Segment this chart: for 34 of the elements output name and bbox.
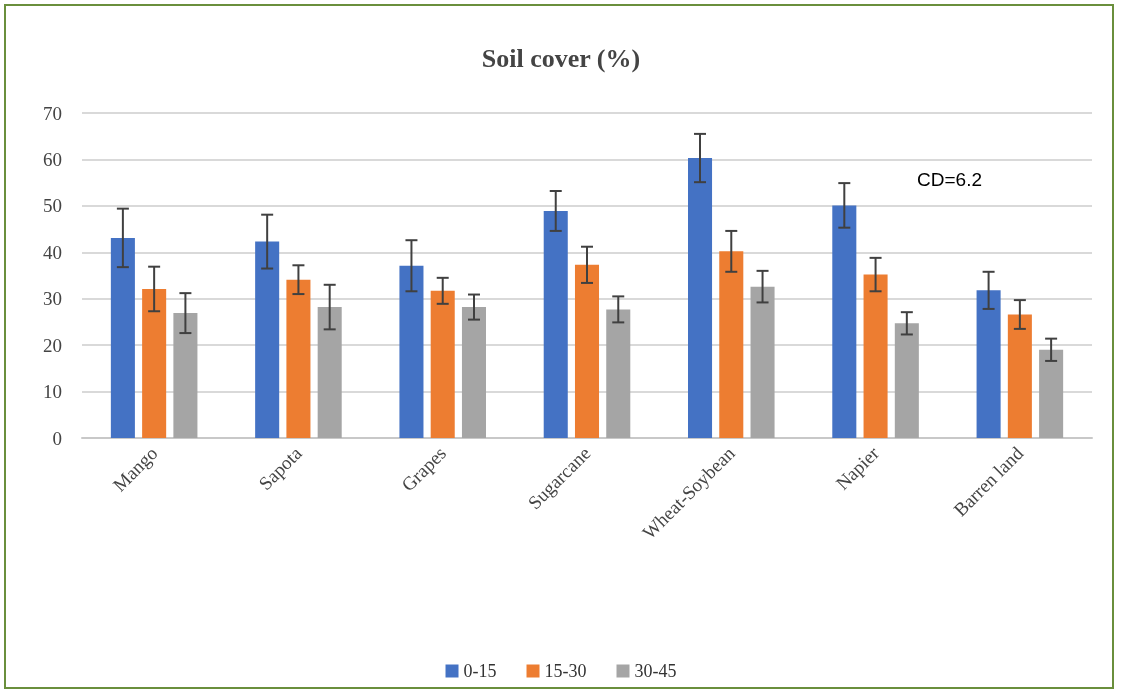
bar <box>574 264 600 438</box>
y-tick-label: 70 <box>43 102 62 124</box>
bar <box>1039 349 1064 438</box>
bar <box>688 158 713 438</box>
bar <box>1007 314 1032 438</box>
bar <box>142 288 167 438</box>
chart-title: Soil cover (%) <box>481 43 641 73</box>
bar <box>430 290 455 438</box>
bar <box>543 210 568 438</box>
bar <box>832 205 857 438</box>
bar <box>317 307 342 438</box>
bar <box>286 279 311 438</box>
bar <box>461 307 486 438</box>
bar <box>173 313 198 438</box>
legend-label: 0-15 <box>463 661 497 681</box>
y-tick-label: 60 <box>43 148 62 170</box>
bar <box>863 274 888 438</box>
bar <box>719 251 744 438</box>
y-tick-label: 30 <box>43 288 62 310</box>
bar <box>399 265 424 438</box>
y-tick-label: 0 <box>52 427 62 449</box>
y-tick-label: 10 <box>43 381 62 403</box>
legend-label: 30-45 <box>634 661 677 681</box>
bar <box>750 286 775 438</box>
bar <box>255 241 280 438</box>
y-tick-label: 50 <box>43 195 62 217</box>
legend-label: 15-30 <box>544 661 587 681</box>
bar <box>894 323 919 438</box>
bar <box>110 237 135 438</box>
y-tick-label: 40 <box>43 241 62 263</box>
annotation: CD=6.2 <box>917 169 982 190</box>
y-tick-label: 20 <box>43 334 62 356</box>
bar <box>976 290 1001 438</box>
bar <box>606 309 631 438</box>
